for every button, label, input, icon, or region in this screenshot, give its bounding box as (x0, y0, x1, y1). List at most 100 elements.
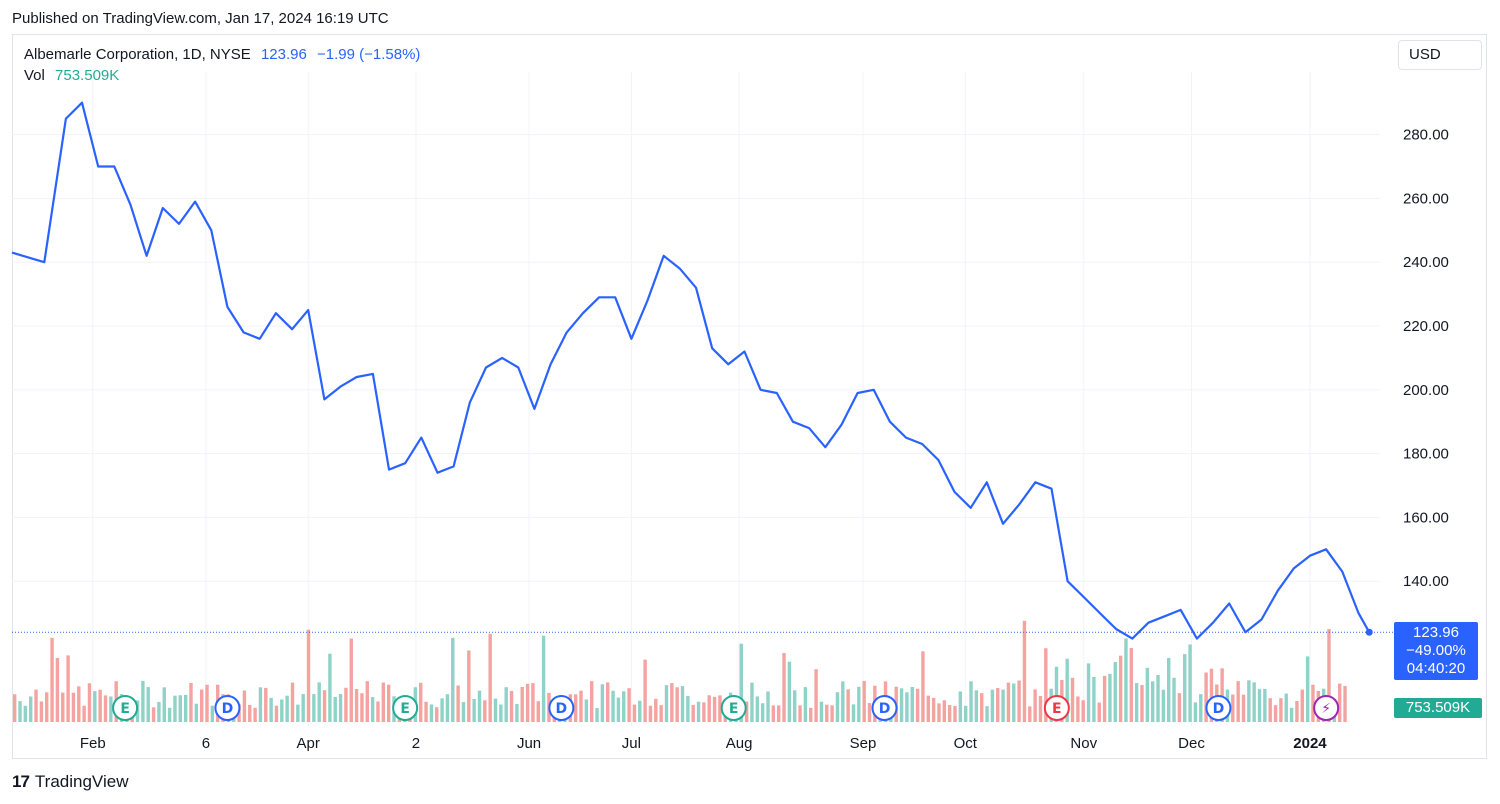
volume-bar (931, 697, 936, 722)
lightning-icon[interactable]: ⚡ (1313, 695, 1340, 721)
earnings-marker[interactable]: E (1043, 695, 1070, 721)
volume-bar (814, 669, 818, 722)
x-tick-label: 2 (412, 735, 420, 752)
volume-bar (622, 691, 626, 722)
volume-bar (766, 691, 770, 722)
tradingview-logo-icon: 17 (12, 772, 30, 791)
volume-bar (1022, 620, 1027, 722)
volume-bar (515, 704, 519, 722)
dividend-marker[interactable]: D (548, 695, 575, 721)
volume-bar (1257, 689, 1262, 722)
earnings-marker[interactable]: E (392, 695, 419, 721)
volume-bar (151, 707, 156, 722)
volume-bar (1295, 701, 1299, 722)
volume-bar (264, 687, 268, 722)
volume-bar (1150, 681, 1155, 722)
volume-bar (194, 703, 199, 722)
volume-bar (680, 686, 685, 722)
volume-bar (61, 692, 65, 722)
volume-bar (1252, 682, 1256, 722)
volume-bar (483, 700, 487, 722)
volume-bar (531, 683, 535, 722)
volume-bar (290, 682, 295, 722)
volume-bar (1108, 673, 1112, 722)
volume-bar (280, 699, 284, 722)
volume-bar (370, 697, 375, 722)
y-tick-label: 260.00 (1403, 190, 1449, 207)
volume-bar (445, 694, 450, 722)
badge-price: 123.96 (1413, 624, 1459, 641)
volume-bar (509, 690, 514, 722)
earnings-marker[interactable]: E (112, 695, 139, 721)
dividend-marker[interactable]: D (214, 695, 241, 721)
volume-bar (1118, 655, 1123, 722)
dividend-marker[interactable]: D (871, 695, 898, 721)
volume-bar (990, 689, 995, 722)
currency-selector[interactable]: USD (1398, 40, 1482, 70)
volume-bar (1001, 689, 1005, 722)
last-price-dot (1365, 628, 1373, 636)
earnings-marker[interactable]: E (720, 695, 747, 721)
volume-bar (1343, 685, 1347, 722)
volume-bar (1044, 648, 1048, 722)
volume-bar (958, 691, 963, 722)
marker-glyph: E (729, 701, 739, 717)
volume-bar (1220, 668, 1224, 722)
volume-bar (1038, 696, 1043, 722)
volume-bar (1156, 675, 1160, 722)
marker-ring (548, 695, 575, 721)
x-tick-label: Apr (297, 735, 320, 752)
volume-bar (1124, 638, 1128, 722)
volume-bar (178, 695, 182, 722)
marker-glyph: E (120, 701, 130, 717)
volume-bar (1028, 706, 1032, 722)
volume-bar (921, 651, 925, 722)
volume-bar (472, 699, 476, 722)
volume-bar (296, 704, 300, 722)
volume-bar (34, 689, 38, 722)
volume-bar (1070, 677, 1075, 722)
volume-bar (905, 692, 909, 722)
volume-bar (18, 701, 22, 722)
volume-bar (12, 694, 17, 722)
volume-bar (1097, 702, 1101, 722)
footer-brand[interactable]: 17 TradingView (12, 772, 128, 792)
volume-bar (963, 705, 968, 722)
volume-bar (488, 633, 492, 722)
volume-bar (162, 687, 166, 722)
volume-bar (1102, 675, 1107, 722)
x-tick-label: Dec (1178, 735, 1205, 752)
published-caption: Published on TradingView.com, Jan 17, 20… (12, 10, 389, 27)
volume-bar (317, 682, 321, 722)
brand-name: TradingView (34, 772, 129, 791)
chart-legend: Albemarle Corporation, 1D, NYSE 123.96 −… (24, 44, 420, 86)
volume-bar (1092, 676, 1096, 722)
volume-bar (493, 698, 498, 722)
volume-bar (1033, 689, 1037, 722)
volume-bar (440, 698, 444, 722)
volume-badge: 753.509K (1394, 698, 1482, 718)
marker-ring (392, 695, 419, 721)
volume-bar (1129, 648, 1134, 722)
volume-bar (654, 698, 658, 722)
volume-bar (338, 693, 343, 722)
volume-bar (691, 705, 695, 722)
volume-bar (525, 683, 530, 722)
volume-bar (1134, 683, 1139, 722)
volume-bar (173, 695, 177, 722)
volume-bar (627, 688, 631, 722)
volume-bar (771, 705, 776, 722)
volume-bar (1204, 672, 1208, 722)
x-tick-label: Oct (954, 735, 978, 752)
volume-bar (141, 680, 145, 722)
volume-bar (536, 701, 540, 722)
marker-glyph: D (879, 701, 891, 717)
volume-bar (1017, 680, 1021, 722)
dividend-marker[interactable]: D (1205, 695, 1232, 721)
volume-bar (109, 696, 113, 722)
volume-bar (477, 690, 482, 722)
volume-bar (93, 691, 97, 722)
volume-bar (1145, 667, 1150, 722)
volume-bar (809, 707, 813, 722)
